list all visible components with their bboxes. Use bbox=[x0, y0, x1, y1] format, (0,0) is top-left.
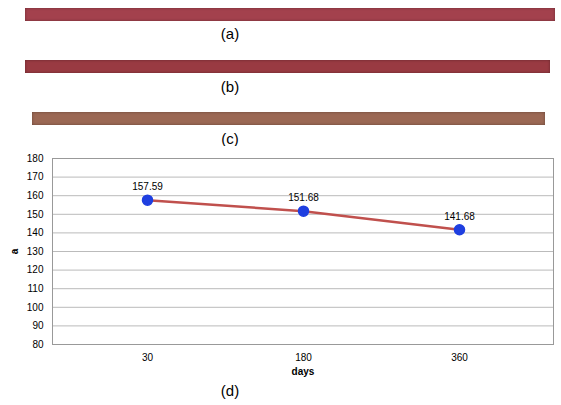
svg-text:90: 90 bbox=[32, 320, 44, 331]
svg-text:151.68: 151.68 bbox=[288, 192, 319, 203]
svg-text:157.59: 157.59 bbox=[132, 181, 163, 192]
svg-text:a: a bbox=[9, 248, 20, 254]
svg-text:130: 130 bbox=[27, 246, 44, 257]
svg-text:110: 110 bbox=[28, 283, 44, 294]
svg-text:120: 120 bbox=[27, 264, 44, 275]
svg-text:180: 180 bbox=[295, 352, 312, 363]
svg-text:360: 360 bbox=[451, 352, 468, 363]
svg-text:30: 30 bbox=[142, 352, 154, 363]
svg-text:150: 150 bbox=[27, 209, 44, 220]
svg-text:180: 180 bbox=[27, 153, 44, 164]
svg-text:160: 160 bbox=[27, 190, 44, 201]
html-text:(c): (c) bbox=[221, 130, 239, 147]
html-text:(b): (b) bbox=[220, 78, 240, 95]
svg-text:80: 80 bbox=[32, 339, 44, 350]
svg-text:140: 140 bbox=[27, 227, 44, 238]
svg-text:days: days bbox=[292, 366, 315, 377]
svg-text:141.68: 141.68 bbox=[444, 211, 475, 222]
html-text:(a): (a) bbox=[220, 25, 240, 42]
svg-text:100: 100 bbox=[27, 302, 44, 313]
html-text:(d): (d) bbox=[220, 382, 240, 399]
svg-text:170: 170 bbox=[27, 171, 44, 182]
